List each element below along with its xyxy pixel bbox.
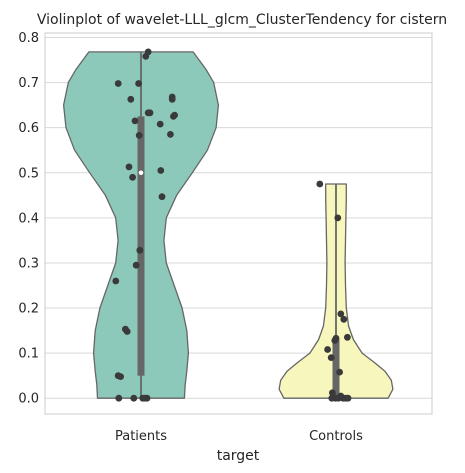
strip-point (131, 117, 139, 125)
strip-point (142, 53, 150, 60)
y-tick-label: 0.0 (18, 392, 39, 407)
strip-point (340, 315, 348, 323)
strip-point (117, 373, 124, 380)
strip-point (344, 333, 351, 341)
x-tick-labels: Patients Controls (115, 429, 363, 444)
y-tick-label: 0.6 (18, 121, 39, 136)
strip-point (127, 95, 135, 103)
strip-point (135, 80, 143, 87)
y-tick-label: 0.3 (18, 256, 39, 271)
plot-frame (44, 32, 433, 415)
strip-point (327, 354, 335, 361)
violin-median (138, 170, 144, 176)
y-tick-label: 0.7 (18, 76, 39, 91)
strip-point (168, 95, 176, 103)
strip-point (130, 394, 138, 402)
chart-title: Violinplot of wavelet-LLL_glcm_ClusterTe… (37, 12, 447, 28)
violins (62, 48, 394, 402)
strip-point (115, 394, 123, 402)
strip-point (135, 132, 143, 139)
violin-iqr-box (137, 116, 145, 376)
violin-iqr-box (332, 339, 340, 399)
strip-point (331, 337, 339, 344)
strip-point (316, 180, 324, 188)
strip-point (123, 328, 131, 335)
y-tick-label: 0.1 (18, 347, 39, 362)
strip-point (112, 277, 120, 285)
strip-point (324, 346, 331, 353)
x-tick-label: Patients (115, 429, 167, 444)
strip-point (129, 173, 137, 181)
y-tick-label: 0.4 (18, 211, 39, 226)
strip-point (136, 246, 144, 254)
strip-point (329, 389, 336, 397)
x-axis-label: target (217, 448, 260, 464)
y-tick-label: 0.8 (18, 31, 39, 46)
strip-point (114, 80, 122, 87)
x-tick-label: Controls (309, 429, 363, 444)
strip-point (167, 131, 174, 138)
strip-point (336, 368, 343, 376)
y-tick-label: 0.2 (18, 302, 39, 317)
strip-point (170, 113, 177, 120)
strip-point (144, 109, 152, 117)
strip-point (337, 310, 345, 318)
strip-point (158, 193, 166, 201)
strip-point (344, 394, 352, 402)
y-tick-labels: 0.0 0.1 0.2 0.3 0.4 0.5 0.6 0.7 0.8 (18, 31, 39, 407)
strip-point (156, 120, 164, 128)
strip-point (143, 394, 151, 402)
strip-point (132, 261, 140, 269)
strip-point (125, 163, 133, 171)
strip-point (334, 214, 342, 222)
y-tick-label: 0.5 (18, 166, 39, 181)
strip-point (157, 167, 165, 174)
strip-point (335, 394, 342, 402)
